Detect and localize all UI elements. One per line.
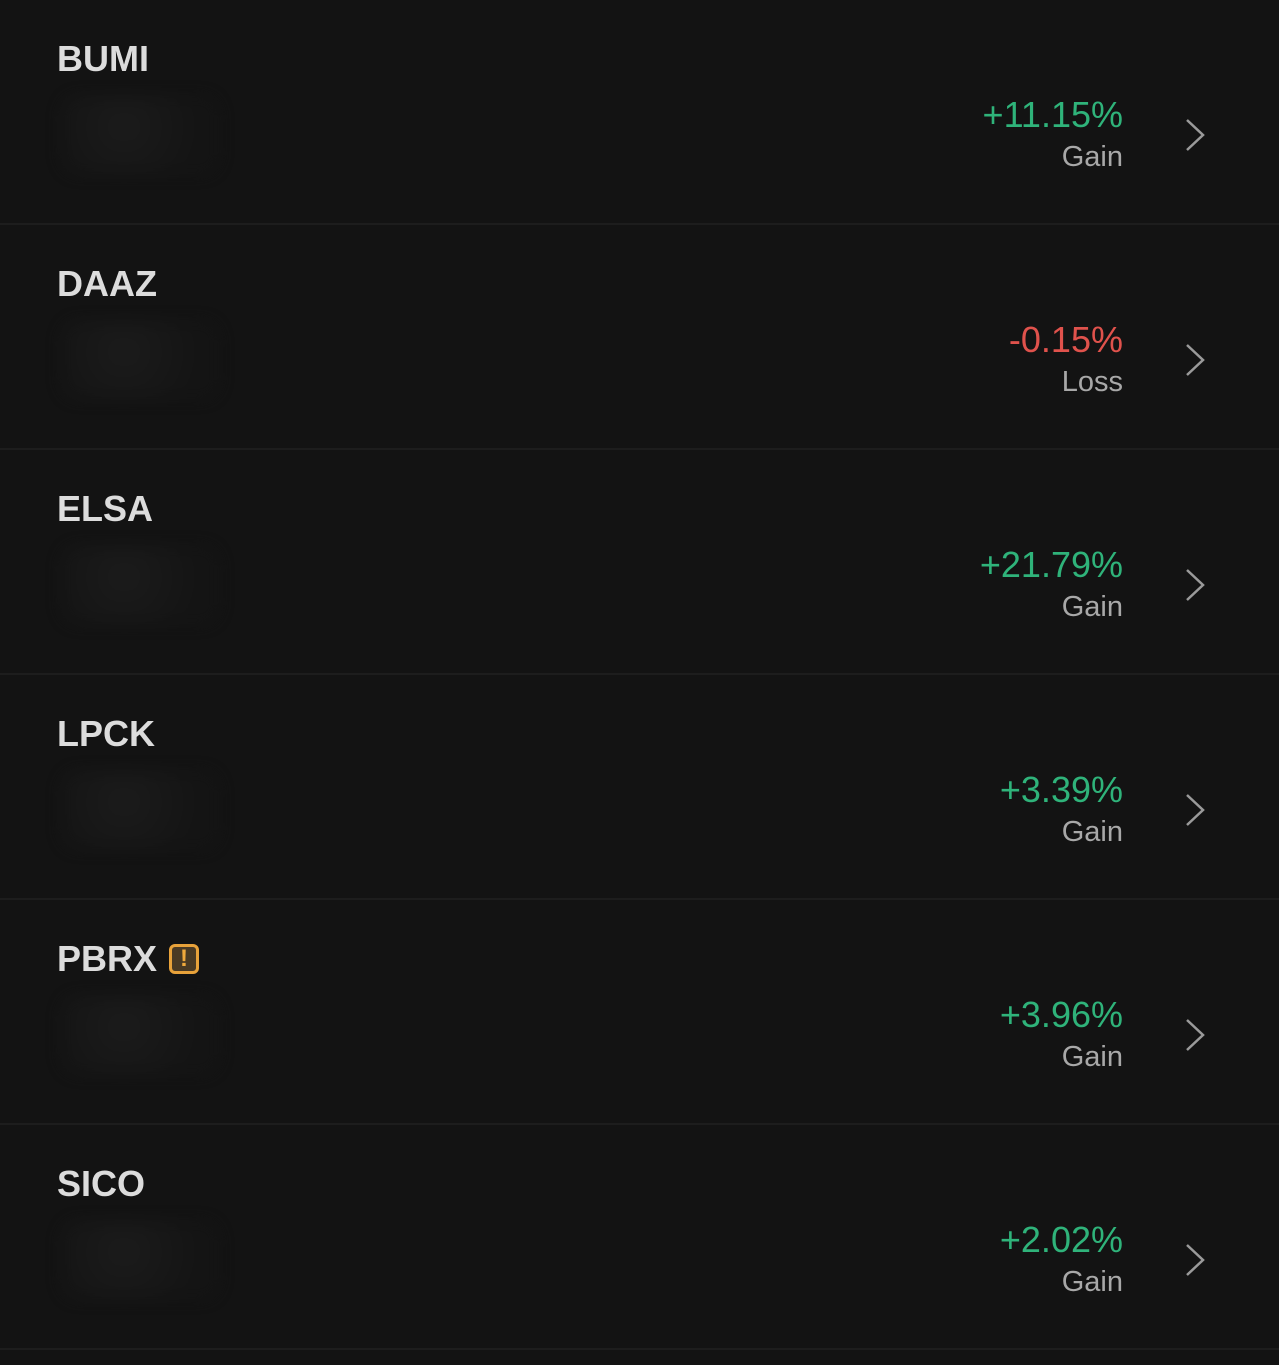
stock-row[interactable]: DAAZ -0.15% Loss [0, 225, 1279, 450]
percent-change: +2.02% [999, 1219, 1123, 1260]
change-status: Loss [1061, 366, 1123, 398]
ticker-label: DAAZ [57, 263, 157, 304]
ticker-symbol: LPCK [57, 713, 155, 755]
blurred-logo [60, 770, 220, 850]
chevron-right-icon[interactable] [1177, 568, 1211, 602]
change-status: Gain [1061, 816, 1123, 848]
ticker-label: LPCK [57, 713, 155, 754]
change-block: +3.39% Gain [1000, 768, 1123, 852]
change-block: +21.79% Gain [980, 543, 1123, 627]
chevron-right-icon[interactable] [1177, 793, 1211, 827]
ticker-symbol: SICO [57, 1163, 145, 1205]
stock-row[interactable]: ELSA +21.79% Gain [0, 450, 1279, 675]
percent-change: +21.79% [979, 544, 1123, 585]
ticker-label: ELSA [57, 488, 154, 529]
change-block: +11.15% Gain [983, 93, 1123, 177]
change-status: Gain [1061, 1041, 1123, 1073]
change-block: +3.96% Gain [1000, 993, 1123, 1077]
change-block: -0.15% Loss [1009, 318, 1123, 402]
stock-row[interactable]: LPCK +3.39% Gain [0, 675, 1279, 900]
percent-change: +3.39% [999, 769, 1123, 810]
ticker-label: PBRX [57, 938, 158, 979]
change-status: Gain [1061, 1266, 1123, 1298]
percent-change: +11.15% [982, 94, 1123, 135]
blurred-logo [60, 95, 220, 175]
ticker-symbol: DAAZ [57, 263, 157, 305]
ticker-symbol: BUMI [57, 38, 149, 80]
ticker-symbol: PBRX! [57, 938, 200, 980]
ticker-symbol: ELSA [57, 488, 153, 530]
chevron-right-icon[interactable] [1177, 118, 1211, 152]
warning-icon[interactable]: ! [169, 944, 200, 974]
change-block: +2.02% Gain [1000, 1218, 1123, 1302]
ticker-label: SICO [57, 1163, 146, 1204]
blurred-logo [60, 1220, 220, 1300]
blurred-logo [60, 995, 220, 1075]
chevron-right-icon[interactable] [1177, 1018, 1211, 1052]
stock-row[interactable]: PBRX! +3.96% Gain [0, 900, 1279, 1125]
stock-row[interactable]: BUMI +11.15% Gain [0, 0, 1279, 225]
chevron-right-icon[interactable] [1177, 1243, 1211, 1277]
stock-row[interactable]: SICO +2.02% Gain [0, 1125, 1279, 1350]
chevron-right-icon[interactable] [1177, 343, 1211, 377]
blurred-logo [60, 545, 220, 625]
blurred-logo [60, 320, 220, 400]
percent-change: +3.96% [999, 994, 1123, 1035]
percent-change: -0.15% [1008, 319, 1123, 360]
change-status: Gain [1061, 591, 1123, 623]
ticker-label: BUMI [57, 38, 149, 79]
change-status: Gain [1061, 141, 1123, 173]
